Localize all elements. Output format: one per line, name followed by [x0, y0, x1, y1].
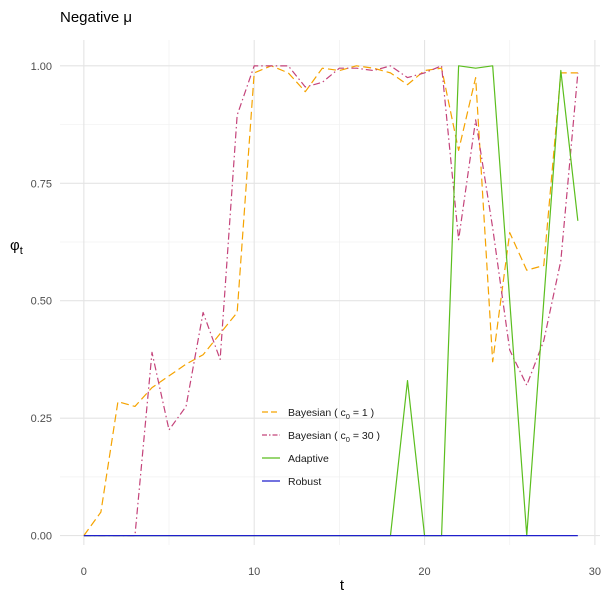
series-layer [83, 65, 579, 537]
series-line-1 [83, 65, 579, 537]
legend-label-0: Bayesian ( c0 = 1 ) [288, 407, 374, 421]
y-tick-label: 0.25 [31, 413, 52, 425]
legend-label-2: Adaptive [288, 453, 329, 465]
x-axis-ticks: 0 10 20 30 [81, 566, 601, 578]
x-tick-label: 10 [248, 566, 260, 578]
x-axis-title: t [340, 577, 345, 594]
legend: Bayesian ( c0 = 1 ) Bayesian ( c0 = 30 ) A… [262, 407, 380, 488]
y-tick-label: 0.00 [31, 531, 52, 543]
x-tick-label: 30 [589, 566, 601, 578]
legend-label-3: Robust [288, 476, 321, 488]
x-tick-label: 0 [81, 566, 87, 578]
y-tick-label: 1.00 [31, 61, 52, 73]
series-line-0 [83, 65, 578, 536]
chart-title: Negative μ [60, 9, 132, 26]
legend-label-1: Bayesian ( c0 = 30 ) [288, 430, 380, 444]
y-tick-label: 0.50 [31, 296, 52, 308]
y-axis-ticks: 0.00 0.25 0.50 0.75 1.00 [31, 61, 52, 543]
x-tick-label: 20 [418, 566, 430, 578]
y-axis-title: φt [10, 237, 23, 257]
y-tick-label: 0.75 [31, 178, 52, 190]
